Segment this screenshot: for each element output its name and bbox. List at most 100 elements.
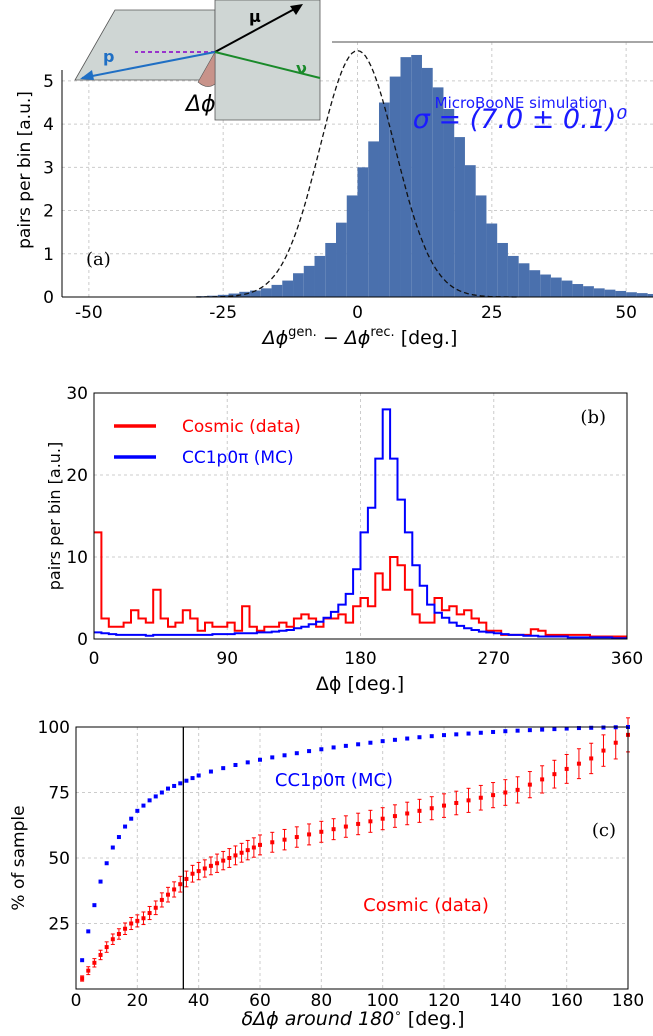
data-point — [491, 729, 496, 734]
dphi-label: Δϕ — [184, 92, 216, 117]
histogram-bar — [325, 242, 337, 297]
x-tick-label: 0 — [89, 649, 100, 669]
histogram-bar — [432, 87, 444, 298]
panel-b: 0 90 180 270 360 0 10 20 30 (b) Cosmic (data) CC… — [45, 384, 643, 695]
panel-b-xlabel: Δϕ [deg.] — [316, 673, 404, 695]
data-point — [589, 756, 594, 761]
x-tick-label: 90 — [216, 649, 238, 669]
data-point — [80, 976, 85, 981]
data-point — [208, 769, 213, 774]
neutrino-vector — [214, 51, 321, 79]
data-point — [356, 742, 361, 747]
y-tick-label: 30 — [66, 384, 88, 404]
data-point — [491, 793, 496, 798]
x-tick-label: 25 — [481, 303, 503, 323]
data-point — [178, 882, 183, 887]
panel-a-ticks: -50 -25 0 25 50 0 1 2 3 4 5 — [43, 72, 637, 323]
data-point — [270, 755, 275, 760]
data-point — [429, 806, 434, 811]
muon-vector — [214, 5, 301, 53]
data-point — [343, 743, 348, 748]
y-tick-label: 10 — [66, 548, 88, 568]
data-point — [282, 753, 287, 758]
sigma-annotation: σ = (7.0 ± 0.1)⁰ — [413, 104, 628, 135]
histogram-bar — [443, 108, 455, 298]
data-point — [104, 945, 109, 950]
histogram-bar — [293, 273, 304, 297]
data-point — [202, 866, 207, 871]
y-tick-label: 4 — [43, 115, 54, 135]
data-point — [527, 728, 532, 733]
data-point — [172, 887, 177, 892]
data-point — [98, 879, 103, 884]
data-point — [129, 921, 134, 926]
histogram-bar — [378, 102, 390, 297]
panel-a-gaussian-fit — [196, 49, 519, 298]
y-tick-label: 2 — [43, 202, 54, 222]
panel-b-ticks: 0 90 180 270 360 0 10 20 30 — [66, 384, 643, 669]
data-point — [552, 727, 557, 732]
data-point — [368, 819, 373, 824]
x-tick-label: -50 — [75, 303, 103, 323]
simulation-annotation: MicroBooNE simulation — [435, 94, 608, 112]
data-point — [166, 892, 170, 897]
legend-label-cosmic: Cosmic (data) — [182, 417, 301, 437]
legend-label-cc1p0pi: CC1p0π (MC) — [182, 448, 294, 468]
x-tick-label: 60 — [249, 991, 271, 1011]
cc1p0pi-annotation: CC1p0π (MC) — [275, 770, 393, 791]
data-point — [307, 749, 312, 754]
data-point — [190, 776, 195, 781]
data-point — [380, 816, 385, 821]
data-point — [110, 937, 115, 942]
histogram-bar — [475, 195, 487, 297]
histogram-bar — [368, 141, 379, 297]
data-point — [454, 800, 459, 805]
data-point — [540, 727, 545, 732]
y-tick-label: 5 — [43, 72, 54, 92]
data-point — [123, 824, 128, 829]
histogram-bar — [260, 288, 272, 297]
data-point — [190, 871, 195, 876]
data-point — [601, 725, 606, 730]
data-point — [92, 960, 97, 965]
panel-c-ticks: 0 20 40 60 80 100 120 140 160 180 25 50 75 100 — [38, 718, 645, 1011]
data-point — [184, 876, 189, 881]
histogram-bar — [615, 290, 627, 297]
histogram-bar — [357, 167, 369, 297]
y-tick-label: 0 — [43, 288, 54, 308]
histogram-bar — [336, 222, 347, 297]
histogram-bar — [271, 284, 283, 297]
data-point — [116, 931, 121, 936]
data-point — [86, 968, 91, 973]
panel-c-grid — [75, 726, 629, 989]
data-point — [576, 726, 581, 731]
x-tick-label: 160 — [550, 991, 582, 1011]
histogram-bar — [647, 293, 653, 297]
panel-a: -50 -25 0 25 50 0 1 2 3 4 5 (a) MicroBooNE simulat… — [0, 0, 653, 349]
x-tick-label: 140 — [489, 991, 521, 1011]
panel-a-label: (a) — [86, 249, 111, 270]
data-point — [135, 808, 140, 813]
panel-b-label: (b) — [580, 407, 606, 428]
data-point — [540, 777, 545, 782]
histogram-bar — [217, 294, 229, 297]
histogram-bar — [421, 67, 433, 297]
data-point — [515, 787, 520, 792]
data-point — [245, 760, 250, 765]
y-tick-label: 20 — [66, 466, 88, 486]
y-tick-label: 100 — [38, 718, 70, 738]
histogram-bar — [540, 274, 551, 297]
x-tick-label: 360 — [611, 649, 643, 669]
panel-c-cosmic-errorbars — [80, 717, 630, 982]
data-point — [270, 840, 275, 845]
y-tick-label: 0 — [77, 630, 88, 650]
data-point — [503, 729, 508, 734]
x-tick-label: 100 — [366, 991, 398, 1011]
data-point — [184, 778, 189, 783]
y-tick-label: 3 — [43, 158, 54, 178]
data-point — [123, 926, 128, 931]
histogram-bar — [550, 277, 562, 297]
data-point — [233, 853, 238, 858]
histogram-bar — [250, 290, 261, 297]
data-point — [392, 737, 397, 742]
